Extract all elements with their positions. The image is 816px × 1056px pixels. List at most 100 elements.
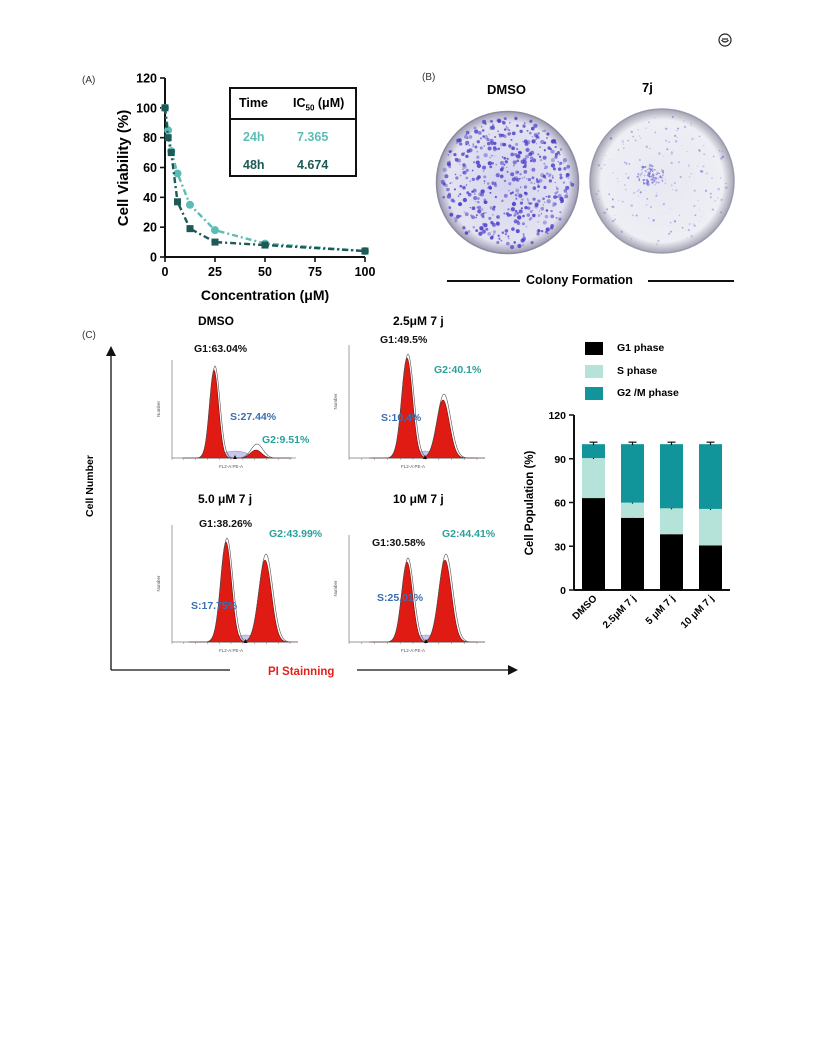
ic50-row-48h-time: 48h bbox=[243, 158, 265, 172]
histogram-marker bbox=[423, 455, 427, 459]
population-y-tick-label: 90 bbox=[554, 454, 566, 466]
viability-x-tick-label: 50 bbox=[258, 265, 272, 279]
colony-caption: Colony Formation bbox=[526, 273, 633, 287]
population-y-tick-label: 0 bbox=[560, 585, 566, 597]
population-y-tick-label: 30 bbox=[554, 541, 566, 553]
bar-s-phase bbox=[699, 508, 722, 546]
ic50-row-24h-value: 7.365 bbox=[297, 130, 329, 144]
flow-s-10um: S:25.01% bbox=[377, 592, 424, 604]
ic50-row-48h-value: 4.674 bbox=[297, 158, 329, 172]
bar-s-phase bbox=[660, 508, 683, 535]
flow-g1-dmso: G1:63.04% bbox=[194, 343, 248, 355]
legend-label-g1: G1 phase bbox=[617, 342, 665, 354]
flow-s-dmso: S:27.44% bbox=[230, 411, 277, 423]
ic50-header-time: Time bbox=[239, 96, 268, 110]
flow-axes bbox=[106, 346, 518, 675]
bar-g2-/m-phase bbox=[582, 444, 605, 459]
histogram-g1-peak bbox=[190, 541, 262, 643]
ic50-table: Time IC50 (μM) 24h 7.365 48h 4.674 bbox=[229, 87, 357, 177]
population-x-tick-label: 2.5μM 7 j bbox=[601, 593, 639, 631]
viability-y-tick-label: 0 bbox=[150, 251, 157, 265]
flow-g2-2-5um: G2:40.1% bbox=[434, 364, 482, 376]
ic50-header-ic: IC50 (μM) bbox=[293, 96, 345, 113]
histogram-x-label: FL2-A:PE-A bbox=[219, 648, 243, 653]
ic50-table-header bbox=[231, 89, 355, 120]
viability-y-tick-label: 20 bbox=[143, 221, 157, 235]
bar-g2-/m-phase bbox=[621, 444, 644, 503]
population-y-axis-label: Cell Population (%) bbox=[524, 450, 536, 555]
viability-y-tick-label: 60 bbox=[143, 161, 157, 175]
viability-y-tick-label: 40 bbox=[143, 191, 157, 205]
population-y-tick-label: 120 bbox=[548, 410, 566, 422]
flow-title-dmso: DMSO bbox=[198, 314, 234, 328]
viability-point-24h bbox=[164, 126, 173, 135]
flow-title-10um: 10 μM 7 j bbox=[393, 492, 444, 506]
histogram-outline bbox=[399, 393, 485, 459]
histogram-y-label: Number bbox=[156, 575, 161, 592]
flow-g2-10um: G2:44.41% bbox=[442, 528, 496, 540]
flow-title-2-5um: 2.5μM 7 j bbox=[393, 314, 444, 328]
viability-x-tick-label: 0 bbox=[162, 265, 169, 279]
panel-label-c: (C) bbox=[82, 330, 96, 341]
legend-swatch-g2m bbox=[585, 387, 603, 400]
flow-s-5um: S:17.75% bbox=[191, 600, 238, 612]
bar-g1-phase bbox=[582, 498, 605, 590]
viability-y-axis-label: Cell Viability (%) bbox=[115, 110, 132, 226]
histogram-marker bbox=[424, 639, 428, 643]
viability-point-48h bbox=[174, 198, 181, 206]
population-x-tick-label: 10 μM 7 j bbox=[679, 593, 717, 631]
viability-point-48h bbox=[164, 134, 172, 142]
viability-point-48h bbox=[211, 238, 219, 246]
colony-plate-7j bbox=[589, 108, 735, 254]
viability-point-24h bbox=[211, 226, 219, 235]
population-x-tick-label: DMSO bbox=[571, 593, 600, 622]
journal-logo-icon bbox=[718, 33, 732, 47]
viability-point-48h bbox=[361, 247, 369, 255]
histogram-x-label: FL2-A:PE-A bbox=[219, 464, 243, 469]
population-x-tick-label: 5 μM 7 j bbox=[644, 593, 678, 627]
panel-label-b: (B) bbox=[422, 72, 436, 83]
flow-g1-10um: G1:30.58% bbox=[372, 537, 426, 549]
viability-chart: 0 20 40 60 80 100 120 0 25 50 75 100 Cell Viability… bbox=[115, 72, 375, 304]
histogram-x-label: FL2-A:PE-A bbox=[401, 648, 425, 653]
histogram-dmso: FL2-A:PE-A Number bbox=[156, 360, 296, 469]
viability-point-24h bbox=[186, 200, 194, 209]
viability-point-24h bbox=[173, 169, 182, 178]
flow-g1-5um: G1:38.26% bbox=[199, 518, 253, 530]
ic50-row-24h-time: 24h bbox=[243, 130, 265, 144]
colony-dmso-label: DMSO bbox=[487, 82, 526, 97]
bar-s-phase bbox=[621, 502, 644, 518]
histogram-5um: FL2-A:PE-A Number bbox=[156, 525, 298, 653]
flow-title-5um: 5.0 μM 7 j bbox=[198, 492, 253, 506]
legend-swatch-g1 bbox=[585, 342, 603, 355]
flow-s-2-5um: S:10.4% bbox=[381, 412, 422, 424]
colony-plate-dmso bbox=[435, 110, 580, 255]
histogram-10um: FL2-A:PE-A Number bbox=[333, 535, 485, 653]
viability-y-tick-label: 80 bbox=[143, 131, 157, 145]
viability-point-48h bbox=[161, 104, 169, 112]
histogram-marker bbox=[243, 639, 248, 643]
viability-y-tick-label: 120 bbox=[136, 72, 157, 86]
histogram-outline bbox=[401, 553, 485, 643]
flow-y-axis-label: Cell Number bbox=[84, 455, 96, 517]
viability-y-tick-label: 100 bbox=[136, 101, 157, 115]
legend-label-g2m: G2 /M phase bbox=[617, 387, 679, 399]
legend-label-s: S phase bbox=[617, 365, 658, 377]
histogram-y-label: Number bbox=[333, 393, 338, 410]
histogram-outline bbox=[218, 443, 296, 459]
flow-g1-2-5um: G1:49.5% bbox=[380, 334, 428, 346]
bar-g1-phase bbox=[621, 517, 644, 590]
bar-g2-/m-phase bbox=[660, 444, 683, 509]
viability-x-tick-label: 75 bbox=[308, 265, 322, 279]
histogram-y-label: Number bbox=[156, 401, 161, 418]
histogram-outline bbox=[221, 553, 298, 643]
viability-x-axis-label: Concentration (μM) bbox=[201, 287, 329, 303]
colony-caption-line-left bbox=[447, 280, 520, 282]
histogram-x-label: FL2-A:PE-A bbox=[401, 464, 425, 469]
histogram-marker bbox=[233, 455, 237, 459]
bar-g1-phase bbox=[660, 534, 683, 590]
bar-g1-phase bbox=[699, 545, 722, 590]
bar-g2-/m-phase bbox=[699, 444, 722, 509]
flow-x-axis-label: PI Stainning bbox=[268, 666, 335, 678]
